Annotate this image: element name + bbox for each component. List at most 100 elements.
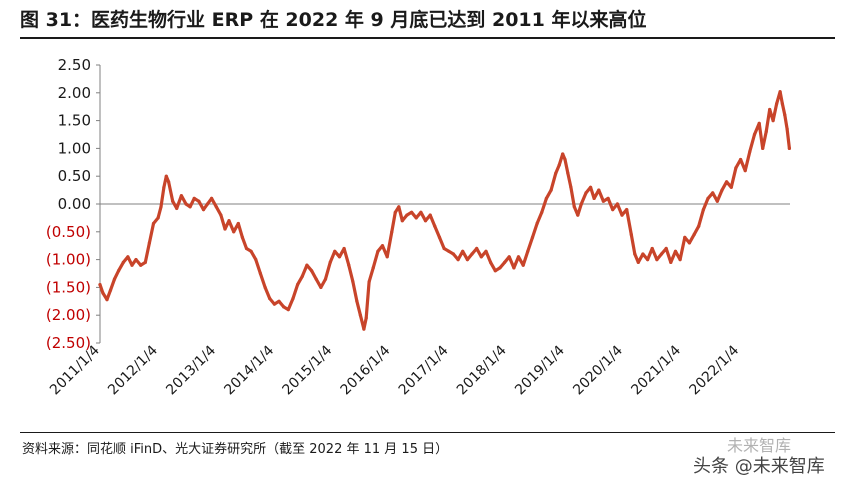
- erp-data-point: [210, 196, 214, 200]
- erp-data-point: [162, 185, 166, 189]
- erp-data-point: [615, 202, 620, 206]
- erp-data-point: [601, 199, 606, 203]
- erp-data-point: [678, 258, 682, 262]
- erp-data-point: [447, 249, 451, 253]
- erp-data-point: [400, 219, 404, 223]
- erp-data-point: [300, 274, 304, 278]
- erp-data-point: [625, 208, 629, 212]
- erp-data-point: [715, 199, 719, 203]
- erp-data-point: [739, 157, 743, 162]
- y-tick-label: 1.50: [58, 112, 91, 130]
- chart-title: 图 31：医药生物行业 ERP 在 2022 年 9 月底已达到 2011 年以…: [20, 9, 647, 31]
- erp-data-point: [179, 194, 183, 198]
- y-tick-label: 0.50: [58, 167, 91, 185]
- x-tick-label: 2022/1/4: [686, 342, 742, 398]
- erp-data-point: [771, 119, 775, 123]
- erp-data-point: [579, 202, 583, 206]
- y-tick-label: (1.00): [46, 251, 91, 269]
- x-tick-label: 2016/1/4: [338, 342, 394, 398]
- y-tick-label: (2.50): [46, 334, 91, 352]
- erp-data-point: [192, 196, 196, 200]
- erp-data-point: [296, 283, 300, 287]
- erp-data-point: [397, 205, 401, 209]
- erp-data-point: [134, 258, 138, 262]
- x-tick-label: 2020/1/4: [570, 342, 626, 398]
- erp-data-point: [785, 127, 789, 131]
- erp-data-point: [121, 260, 125, 264]
- erp-data-point: [484, 249, 488, 253]
- erp-line-chart: 2.50 2.00 1.50 1.00 0.50 0.00 (0.50) (1.00) (1.5…: [46, 56, 792, 398]
- x-tick-label: 2014/1/4: [221, 342, 277, 398]
- erp-data-point: [655, 258, 659, 262]
- erp-data-point: [768, 107, 772, 112]
- erp-data-point: [423, 219, 428, 223]
- erp-data-point: [358, 313, 362, 317]
- erp-data-point: [451, 252, 455, 256]
- erp-data-point: [98, 283, 102, 287]
- erp-data-point: [385, 255, 389, 259]
- erp-data-point: [236, 221, 240, 226]
- erp-data-point: [563, 157, 567, 162]
- y-tick-label: (2.00): [46, 306, 91, 324]
- erp-data-point: [117, 269, 121, 273]
- erp-data-point: [720, 188, 724, 192]
- erp-data-point: [101, 291, 105, 295]
- erp-data-point: [156, 216, 160, 220]
- erp-data-point: [410, 210, 414, 214]
- erp-data-point: [291, 296, 295, 301]
- erp-data-point: [405, 213, 409, 217]
- erp-data-point: [364, 316, 368, 320]
- x-tick-label: 2015/1/4: [280, 342, 336, 398]
- y-axis: 2.50 2.00 1.50 1.00 0.50 0.00 (0.50) (1.00) (1.5…: [46, 56, 101, 352]
- y-tick-label: (1.50): [46, 278, 91, 296]
- erp-data-point: [611, 208, 615, 212]
- erp-data-point: [479, 255, 483, 259]
- erp-data-point: [362, 327, 366, 331]
- erp-data-point: [569, 185, 573, 189]
- erp-data-point: [268, 296, 272, 301]
- x-tick-label: 2018/1/4: [454, 342, 510, 398]
- x-tick-label: 2019/1/4: [512, 342, 568, 398]
- erp-data-point: [188, 205, 192, 209]
- erp-data-point: [159, 205, 163, 209]
- y-tick-label: 2.50: [58, 56, 91, 74]
- source-note: 资料来源：同花顺 iFinD、光大证券研究所（截至 2022 年 11 月 15…: [22, 442, 449, 457]
- erp-data-point: [232, 230, 236, 234]
- erp-data-point: [305, 263, 309, 267]
- erp-data-point: [108, 288, 113, 292]
- series-layer: [98, 90, 792, 331]
- erp-data-point: [323, 277, 328, 281]
- erp-data-point: [249, 249, 253, 253]
- erp-data-point: [197, 199, 201, 203]
- erp-data-point: [470, 252, 474, 256]
- erp-data-point: [516, 255, 521, 259]
- erp-data-point: [557, 163, 561, 167]
- x-tick-label: 2012/1/4: [105, 342, 161, 398]
- erp-data-point: [151, 221, 156, 226]
- erp-data-point: [314, 277, 318, 281]
- erp-data-point: [126, 255, 130, 259]
- erp-data-point: [240, 235, 244, 239]
- erp-data-point: [566, 171, 570, 175]
- erp-data-point: [650, 246, 654, 251]
- erp-data-point: [442, 246, 446, 251]
- erp-data-point: [143, 260, 147, 264]
- erp-data-point: [561, 152, 565, 156]
- erp-data-point: [641, 252, 645, 256]
- erp-data-point: [437, 235, 442, 239]
- erp-data-point: [664, 246, 668, 251]
- erp-data-point: [775, 102, 779, 106]
- erp-data-point: [175, 206, 179, 210]
- erp-data-point: [498, 266, 502, 270]
- erp-data-point: [328, 260, 332, 264]
- erp-data-point: [787, 146, 792, 150]
- erp-data-point: [761, 146, 765, 150]
- erp-data-point: [659, 252, 664, 256]
- erp-data-point: [147, 241, 151, 245]
- erp-data-point: [503, 260, 507, 264]
- erp-data-point: [780, 102, 785, 106]
- erp-data-point: [597, 188, 601, 192]
- erp-data-point: [333, 249, 337, 253]
- erp-data-point: [692, 233, 696, 237]
- erp-data-point: [342, 246, 346, 251]
